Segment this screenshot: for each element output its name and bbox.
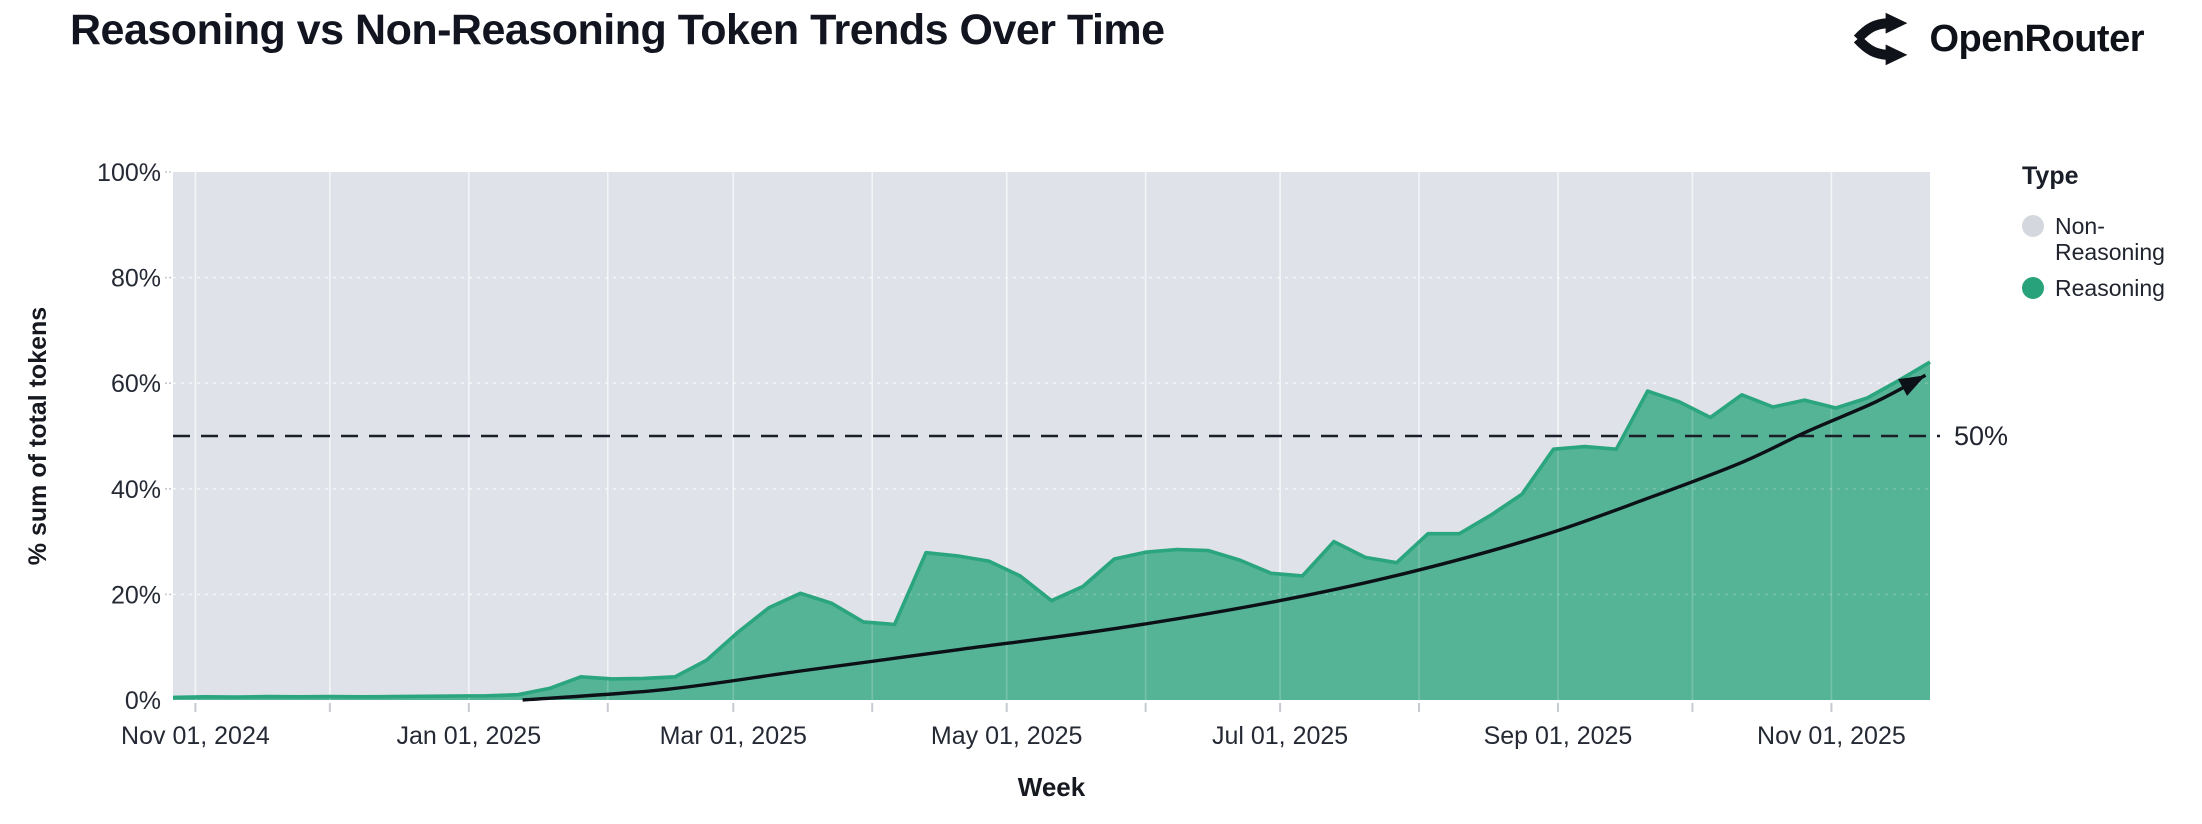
openrouter-split-arrows-icon xyxy=(1851,10,1913,68)
x-tick-label: Mar 01, 2025 xyxy=(660,722,807,750)
x-tick-label: May 01, 2025 xyxy=(931,722,1083,750)
y-tick-label: 100% xyxy=(97,159,161,187)
x-tick-label: Nov 01, 2024 xyxy=(121,722,270,750)
x-tick-label: Jan 01, 2025 xyxy=(397,722,542,750)
brand-name: OpenRouter xyxy=(1929,17,2144,60)
trend-arrowhead-icon xyxy=(1898,375,1926,396)
x-tick-label: Sep 01, 2025 xyxy=(1484,722,1633,750)
fifty-percent-label: 50% xyxy=(1954,421,2008,451)
y-tick-label: 60% xyxy=(111,370,161,398)
chart-legend: Type Non-Reasoning Reasoning xyxy=(2022,162,2192,312)
legend-item-reasoning: Reasoning xyxy=(2022,275,2192,301)
non-reasoning-dot-icon xyxy=(2022,215,2044,237)
reasoning-line xyxy=(172,360,1931,700)
legend-item-non-reasoning: Non-Reasoning xyxy=(2022,213,2192,265)
y-tick-label: 20% xyxy=(111,581,161,609)
legend-title: Type xyxy=(2022,162,2079,190)
y-tick-label: 80% xyxy=(111,265,161,293)
y-tick-label: 0% xyxy=(125,687,161,715)
y-axis-title: % sum of total tokens xyxy=(24,307,52,565)
x-tick-label: Nov 01, 2025 xyxy=(1757,722,1906,750)
openrouter-brand[interactable]: OpenRouter xyxy=(1851,10,2144,68)
page-title: Reasoning vs Non-Reasoning Token Trends … xyxy=(70,6,1165,54)
x-axis-title: Week xyxy=(1018,772,1086,802)
reasoning-area xyxy=(173,362,1930,700)
x-tick-label: Jul 01, 2025 xyxy=(1212,722,1348,750)
y-tick-label: 40% xyxy=(111,476,161,504)
reasoning-dot-icon xyxy=(2022,277,2044,300)
trend-curve xyxy=(522,373,1927,702)
